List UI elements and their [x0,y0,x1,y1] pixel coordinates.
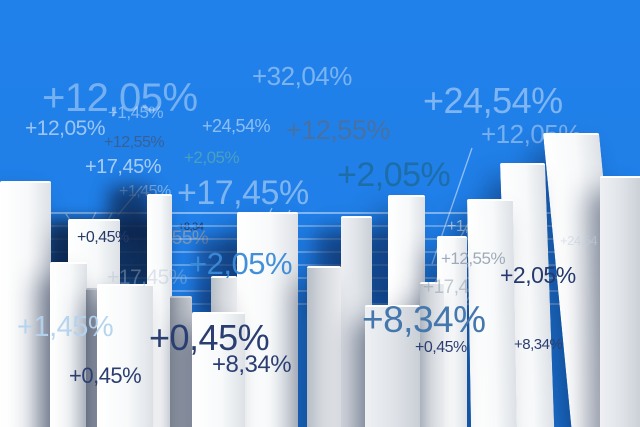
percent-label: +12,55% [286,115,390,145]
bar [365,305,420,427]
percent-label: +0,45% [69,363,142,388]
percent-label: +24,54 [560,233,598,248]
percent-label: +8,34% [362,299,486,340]
bar [600,176,640,427]
percent-label: +17,45% [85,156,162,178]
bar [170,296,192,427]
percent-label: +12,05% [42,76,198,120]
percent-label: +2,05% [184,148,240,167]
percent-label: +12,05% [25,117,106,140]
percent-label: +0,45% [415,339,467,356]
bar [192,312,245,427]
percent-label: +17,4 [423,277,469,298]
percent-label: +2,05% [189,246,293,281]
percent-label: +12,55% [104,134,165,151]
percent-label: +0,45% [149,317,270,358]
percent-label: +1,45% [108,103,164,122]
bar [97,284,153,427]
bar [237,212,298,427]
percent-label: +12,55% [441,249,506,268]
percent-label: +24,54% [202,116,271,136]
bar [420,282,444,427]
percent-label: +24,54% [423,80,563,121]
percent-label: +2,05% [500,262,576,288]
percent-label: +8,34% [514,336,563,353]
bar [0,181,51,427]
percent-label: +2,05% [337,156,451,194]
bar [86,288,99,427]
percent-label: +1,45% [17,311,114,343]
percent-label: +17,45% [107,266,188,289]
percent-label: +32,04% [252,61,352,91]
percent-label: +8,34% [212,351,292,378]
bar [50,262,87,427]
percent-label: +0,45% [77,229,129,246]
percent-label: +17,45% [177,174,309,212]
percent-label: +8,34 [178,221,204,233]
bar [307,266,341,427]
